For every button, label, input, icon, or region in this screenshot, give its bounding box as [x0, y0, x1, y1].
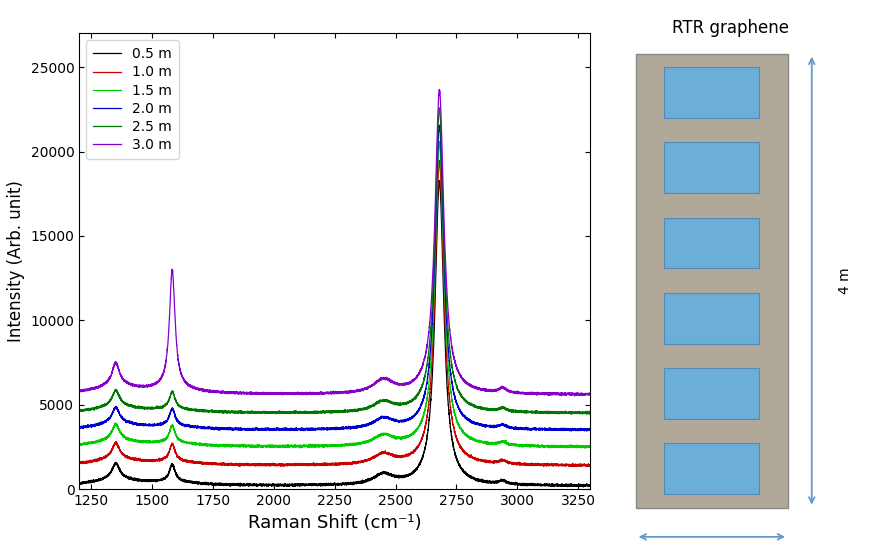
Line: 3.0 m: 3.0 m	[79, 90, 590, 396]
2.5 m	[376, 398, 387, 404]
0.5 m	[259, 481, 270, 488]
0.5 m	[480, 478, 491, 484]
2.0 m	[259, 426, 270, 433]
3.0 m	[453, 368, 463, 375]
2.0 m	[100, 418, 110, 424]
2.5 m	[480, 405, 491, 412]
2.0 m	[585, 426, 596, 433]
1.5 m	[100, 435, 110, 442]
2.0 m	[74, 424, 85, 430]
0.5 m	[434, 177, 445, 184]
3.0 m	[100, 380, 110, 386]
2.0 m	[453, 404, 463, 410]
Y-axis label: Intensity (Arb. unit): Intensity (Arb. unit)	[7, 180, 25, 342]
1.5 m	[434, 138, 445, 145]
0.5 m	[398, 473, 409, 480]
3.0 m	[434, 86, 445, 93]
Bar	[664, 368, 759, 419]
3.0 m	[398, 381, 409, 388]
1.0 m	[538, 463, 549, 470]
1.0 m	[100, 454, 110, 460]
3.0 m	[569, 393, 580, 399]
2.5 m	[259, 409, 270, 415]
Bar	[664, 293, 759, 344]
1.5 m	[480, 439, 491, 445]
1.0 m	[74, 460, 85, 466]
2.0 m	[480, 422, 491, 429]
1.5 m	[376, 431, 387, 438]
0.5 m	[585, 481, 596, 488]
1.5 m	[259, 443, 270, 450]
Text: RTR graphene: RTR graphene	[672, 19, 789, 37]
0.5 m	[74, 480, 85, 487]
Bar	[664, 218, 759, 269]
1.0 m	[480, 458, 491, 465]
3.0 m	[376, 376, 387, 383]
1.5 m	[74, 441, 85, 448]
2.0 m	[434, 122, 445, 128]
0.5 m	[376, 470, 387, 477]
3.0 m	[585, 390, 596, 397]
0.5 m	[100, 475, 110, 481]
1.0 m	[376, 449, 387, 455]
2.5 m	[434, 105, 445, 111]
1.0 m	[434, 157, 445, 164]
3.0 m	[74, 388, 85, 395]
1.0 m	[259, 461, 270, 468]
2.0 m	[581, 428, 592, 434]
2.5 m	[398, 400, 409, 406]
Bar	[636, 54, 788, 508]
2.0 m	[398, 418, 409, 424]
2.5 m	[74, 407, 85, 414]
2.0 m	[376, 414, 387, 420]
2.5 m	[100, 402, 110, 409]
3.0 m	[480, 386, 491, 393]
Legend: 0.5 m, 1.0 m, 1.5 m, 2.0 m, 2.5 m, 3.0 m: 0.5 m, 1.0 m, 1.5 m, 2.0 m, 2.5 m, 3.0 m	[86, 40, 179, 159]
1.0 m	[453, 439, 463, 445]
2.5 m	[453, 386, 463, 393]
0.5 m	[578, 484, 589, 490]
1.5 m	[585, 443, 596, 449]
1.5 m	[398, 434, 409, 440]
Line: 2.5 m: 2.5 m	[79, 108, 590, 414]
2.5 m	[585, 410, 596, 416]
Bar	[664, 142, 759, 193]
1.5 m	[580, 445, 590, 451]
Line: 1.0 m: 1.0 m	[79, 161, 590, 466]
Text: 4 m: 4 m	[838, 267, 852, 294]
1.5 m	[453, 421, 463, 428]
Bar	[664, 444, 759, 494]
Line: 1.5 m: 1.5 m	[79, 142, 590, 448]
1.0 m	[585, 463, 596, 469]
3.0 m	[259, 390, 270, 397]
0.5 m	[453, 459, 463, 466]
1.0 m	[398, 453, 409, 459]
Bar	[664, 67, 759, 118]
X-axis label: Raman Shift (cm⁻¹): Raman Shift (cm⁻¹)	[248, 514, 422, 532]
Line: 0.5 m: 0.5 m	[79, 181, 590, 487]
2.5 m	[566, 411, 577, 418]
Line: 2.0 m: 2.0 m	[79, 125, 590, 431]
